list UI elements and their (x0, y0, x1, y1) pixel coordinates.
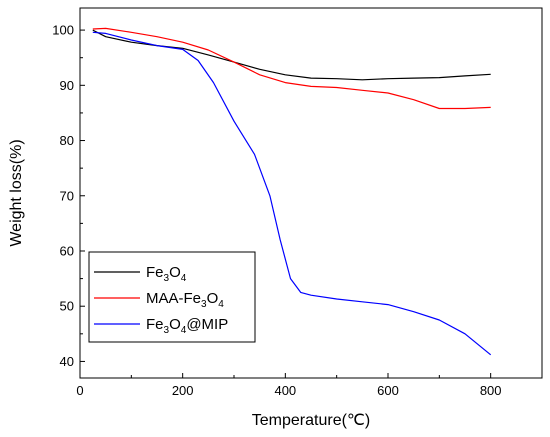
series-lines (92, 27, 492, 356)
y-tick-label: 60 (60, 243, 74, 258)
x-tick-label: 0 (76, 383, 83, 398)
x-axis-ticks: 0 200 400 600 800 (76, 373, 502, 398)
x-tick-label: 600 (377, 383, 399, 398)
y-tick-label: 80 (60, 133, 74, 148)
y-tick-label: 100 (52, 23, 74, 38)
legend-label-2: Fe3O4@MIP (146, 316, 228, 336)
legend-box (88, 251, 256, 343)
plot-frame (79, 7, 543, 379)
y-tick-label: 70 (60, 188, 74, 203)
x-tick-label: 400 (274, 383, 296, 398)
y-axis-ticks: 40 50 60 70 80 90 100 (52, 23, 85, 369)
series-line-1 (92, 27, 491, 110)
y-tick-label: 50 (60, 299, 74, 314)
y-axis-title: Weight loss(%) (8, 139, 25, 246)
series-line-0 (92, 29, 491, 81)
x-tick-label: 200 (172, 383, 194, 398)
y-tick-label: 40 (60, 354, 74, 369)
x-tick-label: 800 (480, 383, 502, 398)
series-line-2 (92, 31, 492, 356)
legend-label-1: MAA-Fe3O4 (146, 290, 224, 310)
legend: Fe3O4 MAA-Fe3O4 Fe3O4@MIP (88, 251, 256, 343)
x-axis-title: Temperature(℃) (252, 412, 370, 429)
y-tick-label: 90 (60, 78, 74, 93)
legend-label-0: Fe3O4 (146, 264, 187, 284)
